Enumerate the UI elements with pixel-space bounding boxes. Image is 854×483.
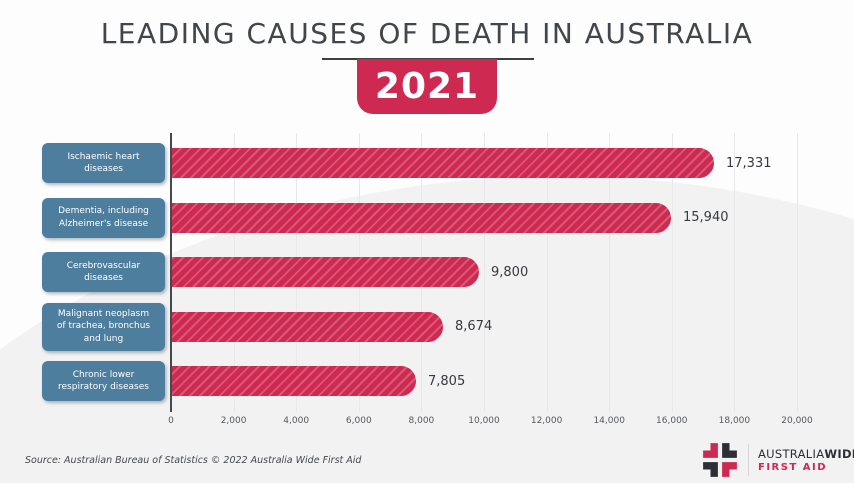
x-tick-label: 10,000 [468,416,500,426]
bar [172,148,714,178]
category-label-line: Dementia, including [58,206,149,217]
source-note: Source: Australian Bureau of Statistics … [25,455,362,466]
year-badge-label: 2021 [374,66,480,107]
gridline [797,133,798,412]
x-tick-label: 4,000 [283,416,310,426]
category-label-line: respiratory diseases [58,382,149,392]
category-label-line: diseases [84,273,123,283]
x-tick-label: 16,000 [656,416,688,426]
x-tick-label: 18,000 [718,416,751,426]
bar [172,311,443,342]
category-label-line: of trachea, bronchus [56,321,151,332]
category-label-line: Alzheimer's disease [58,218,149,229]
first-aid-cross-icon [703,443,737,477]
brand-name: AUSTRALIAWIDE [758,447,854,461]
x-tick-label: 2,000 [220,416,247,426]
x-tick-label: 0 [168,416,174,426]
bar-value-label: 8,674 [455,319,493,334]
brand-subtitle: FIRST AID [758,462,828,473]
x-tick-label: 8,000 [408,416,435,426]
page-title: LEADING CAUSES OF DEATH IN AUSTRALIA [100,17,754,50]
category-label-line: and lung [83,333,124,344]
gridline [734,133,736,412]
bar [172,366,416,396]
x-tick-label: 20,000 [781,416,813,426]
category-label-line: Malignant neoplasm [57,309,150,320]
bar [172,202,671,233]
category-label-line: Ischaemic heart [67,151,140,162]
category-label: Dementia, including Alzheimer's disease [42,197,165,238]
brand-name-secondary: WIDE [824,447,854,461]
logo-divider [748,444,749,476]
gridline [609,133,611,412]
y-axis-line [170,133,172,412]
gridline [671,133,673,412]
brand-wordmark: AUSTRALIAWIDE FIRST AID [758,447,854,473]
category-label: Cerebrovascular diseases [42,252,165,292]
bar-value-label: 7,805 [428,373,466,389]
category-label-line: diseases [84,164,123,174]
brand-logo: AUSTRALIAWIDE FIRST AID [701,441,854,479]
x-tick-label: 12,000 [530,416,563,426]
bar-value-label: 17,331 [726,155,772,171]
bar-value-label: 9,800 [491,264,529,280]
gridline [484,133,485,412]
bar-value-label: 15,940 [683,210,729,225]
year-badge: 2021 [357,59,497,114]
category-label-line: Chronic lower [72,369,135,380]
x-tick-label: 6,000 [345,416,372,426]
x-tick-label: 14,000 [593,416,625,426]
category-label: Chronic lower respiratory diseases [42,361,165,401]
category-label-line: Cerebrovascular [66,260,141,271]
bar [172,257,479,287]
brand-name-primary: AUSTRALIA [758,447,825,461]
category-label: Malignant neoplasm of trachea, bronchus an… [42,302,165,351]
gridline [546,133,548,412]
category-label: Ischaemic heart diseases [42,143,165,183]
